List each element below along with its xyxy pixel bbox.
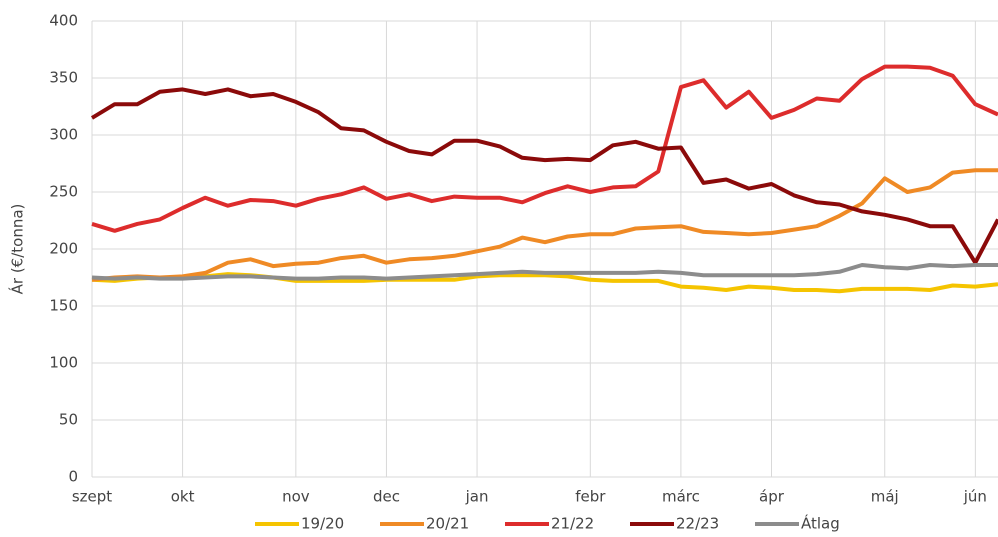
y-tick-label: 0 (68, 468, 78, 486)
x-tick-label: febr (575, 488, 606, 506)
x-tick-label: ápr (759, 488, 785, 506)
series-line (91, 64, 998, 233)
x-tick-label: okt (171, 488, 195, 506)
y-tick-label: 400 (49, 12, 78, 30)
y-tick-label: 150 (49, 297, 78, 315)
legend-label: 22/23 (676, 515, 719, 533)
y-tick-label: 200 (49, 240, 78, 258)
x-tick-label: dec (373, 488, 400, 506)
x-tick-label: jan (465, 488, 489, 506)
series-line (91, 263, 998, 281)
y-tick-label: 300 (49, 126, 78, 144)
series-line (91, 168, 998, 282)
y-axis-label: Ár (€/tonna) (8, 204, 27, 295)
x-tick-label: márc (662, 488, 700, 506)
legend-label: 21/22 (551, 515, 594, 533)
legend-label: 19/20 (301, 515, 344, 533)
series-line (90, 87, 998, 265)
y-tick-label: 50 (59, 411, 78, 429)
x-tick-label: máj (871, 488, 899, 506)
x-tick-label: nov (282, 488, 310, 506)
y-tick-label: 250 (49, 183, 78, 201)
legend-label: Átlag (801, 514, 840, 533)
x-tick-label: jún (963, 488, 987, 506)
y-tick-label: 350 (49, 69, 78, 87)
y-tick-label: 100 (49, 354, 78, 372)
x-tick-label: szept (72, 488, 112, 506)
legend-label: 20/21 (426, 515, 469, 533)
